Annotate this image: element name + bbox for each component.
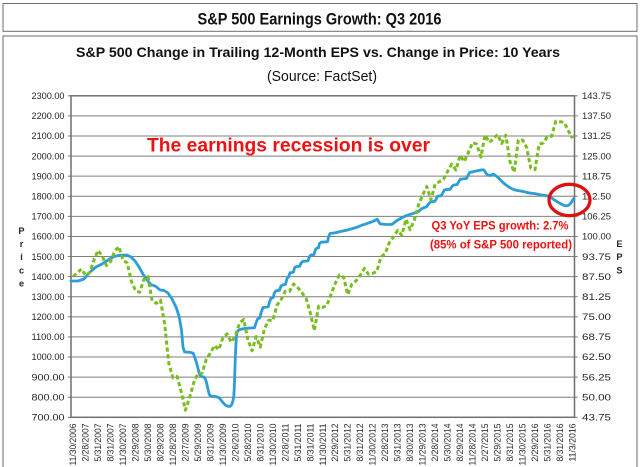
svg-text:8/30/2013: 8/30/2013 xyxy=(405,424,415,462)
svg-text:5/31/2011: 5/31/2011 xyxy=(293,424,303,462)
svg-text:11/28/2008: 11/28/2008 xyxy=(168,424,178,466)
svg-text:5/30/2014: 5/30/2014 xyxy=(443,424,453,462)
svg-text:100.00: 100.00 xyxy=(582,232,611,242)
svg-text:131.25: 131.25 xyxy=(582,131,611,141)
svg-text:62.50: 62.50 xyxy=(582,352,611,362)
svg-text:1800.00: 1800.00 xyxy=(32,191,65,201)
svg-text:2/28/2011: 2/28/2011 xyxy=(280,424,290,462)
svg-text:11/3/2016: 11/3/2016 xyxy=(567,424,577,462)
svg-text:1300.00: 1300.00 xyxy=(32,292,65,302)
svg-text:900.00: 900.00 xyxy=(32,372,65,382)
svg-text:S: S xyxy=(616,265,622,275)
svg-text:2/27/2009: 2/27/2009 xyxy=(180,424,190,462)
svg-text:1000.00: 1000.00 xyxy=(32,352,65,362)
svg-text:(Source: FactSet): (Source: FactSet) xyxy=(267,69,377,85)
svg-text:8/31/2011: 8/31/2011 xyxy=(305,424,315,462)
svg-text:8/29/2014: 8/29/2014 xyxy=(455,424,465,462)
svg-text:P: P xyxy=(18,226,24,236)
svg-text:2200.00: 2200.00 xyxy=(32,111,65,121)
svg-text:11/30/2007: 11/30/2007 xyxy=(118,424,128,466)
svg-text:8/31/2016: 8/31/2016 xyxy=(555,424,565,462)
svg-text:8/31/2009: 8/31/2009 xyxy=(205,424,215,462)
svg-text:50.00: 50.00 xyxy=(582,392,611,402)
svg-text:68.75: 68.75 xyxy=(582,332,611,342)
svg-text:93.75: 93.75 xyxy=(582,252,611,262)
svg-text:8/31/2010: 8/31/2010 xyxy=(255,424,265,462)
svg-text:2/29/2008: 2/29/2008 xyxy=(131,424,141,462)
svg-text:c: c xyxy=(19,265,24,275)
svg-text:2000.00: 2000.00 xyxy=(32,151,65,161)
svg-text:1500.00: 1500.00 xyxy=(32,252,65,262)
svg-text:1100.00: 1100.00 xyxy=(32,332,65,342)
svg-text:2/28/2013: 2/28/2013 xyxy=(380,424,390,462)
svg-text:87.50: 87.50 xyxy=(582,272,611,282)
svg-text:2/29/2016: 2/29/2016 xyxy=(530,424,540,462)
svg-text:1400.00: 1400.00 xyxy=(32,272,65,282)
svg-text:2/27/2015: 2/27/2015 xyxy=(480,424,490,462)
svg-text:5/30/2008: 5/30/2008 xyxy=(143,424,153,462)
svg-text:11/30/2015: 11/30/2015 xyxy=(517,424,527,466)
svg-text:The earnings recession is over: The earnings recession is over xyxy=(147,136,431,157)
svg-text:5/29/2015: 5/29/2015 xyxy=(493,424,503,462)
svg-text:2/26/2010: 2/26/2010 xyxy=(230,424,240,462)
svg-text:81.25: 81.25 xyxy=(582,292,611,302)
svg-text:11/28/2014: 11/28/2014 xyxy=(468,424,478,466)
svg-text:800.00: 800.00 xyxy=(32,392,65,402)
svg-text:1200.00: 1200.00 xyxy=(32,312,65,322)
svg-text:2/28/2007: 2/28/2007 xyxy=(81,424,91,462)
svg-text:2300.00: 2300.00 xyxy=(32,91,65,101)
svg-text:2/28/2014: 2/28/2014 xyxy=(430,424,440,462)
svg-text:700.00: 700.00 xyxy=(32,413,65,423)
svg-text:S&P 500 Earnings Growth: Q3 20: S&P 500 Earnings Growth: Q3 2016 xyxy=(198,10,442,29)
svg-text:1900.00: 1900.00 xyxy=(32,171,65,181)
svg-text:11/29/2013: 11/29/2013 xyxy=(418,424,428,466)
svg-text:8/29/2008: 8/29/2008 xyxy=(155,424,165,462)
svg-text:1700.00: 1700.00 xyxy=(32,212,65,222)
svg-text:Q3 YoY EPS growth: 2.7%: Q3 YoY EPS growth: 2.7% xyxy=(432,221,569,233)
svg-text:P: P xyxy=(616,252,622,262)
svg-text:11/30/2010: 11/30/2010 xyxy=(268,424,278,466)
svg-text:137.50: 137.50 xyxy=(582,111,611,121)
svg-text:8/31/2012: 8/31/2012 xyxy=(355,424,365,462)
svg-text:11/30/2012: 11/30/2012 xyxy=(368,424,378,466)
svg-text:5/31/2012: 5/31/2012 xyxy=(343,424,353,462)
svg-text:8/31/2015: 8/31/2015 xyxy=(505,424,515,462)
svg-text:43.75: 43.75 xyxy=(582,413,611,423)
svg-text:e: e xyxy=(19,279,24,289)
svg-text:11/30/2009: 11/30/2009 xyxy=(218,424,228,466)
svg-text:2100.00: 2100.00 xyxy=(32,131,65,141)
svg-text:56.25: 56.25 xyxy=(582,372,611,382)
svg-text:5/31/2013: 5/31/2013 xyxy=(393,424,403,462)
svg-text:11/30/2006: 11/30/2006 xyxy=(68,424,78,466)
svg-text:125.00: 125.00 xyxy=(582,151,611,161)
svg-text:8/31/2007: 8/31/2007 xyxy=(106,424,116,462)
svg-text:(85% of S&P 500 reported): (85% of S&P 500 reported) xyxy=(430,240,572,252)
svg-text:118.75: 118.75 xyxy=(582,171,611,181)
svg-text:5/31/2016: 5/31/2016 xyxy=(542,424,552,462)
svg-text:112.50: 112.50 xyxy=(582,191,611,201)
svg-text:106.25: 106.25 xyxy=(582,212,611,222)
svg-text:143.75: 143.75 xyxy=(582,91,611,101)
svg-text:11/30/2011: 11/30/2011 xyxy=(318,424,328,466)
svg-text:S&P 500 Change in Trailing 12-: S&P 500 Change in Trailing 12-Month EPS … xyxy=(76,44,560,60)
svg-text:i: i xyxy=(20,252,23,262)
svg-text:E: E xyxy=(616,239,622,249)
svg-text:r: r xyxy=(20,239,24,249)
svg-text:5/31/2007: 5/31/2007 xyxy=(93,424,103,462)
svg-text:1600.00: 1600.00 xyxy=(32,232,65,242)
svg-text:2/29/2012: 2/29/2012 xyxy=(330,424,340,462)
svg-text:5/29/2009: 5/29/2009 xyxy=(193,424,203,462)
svg-text:75.00: 75.00 xyxy=(582,312,611,322)
svg-text:5/28/2010: 5/28/2010 xyxy=(243,424,253,462)
